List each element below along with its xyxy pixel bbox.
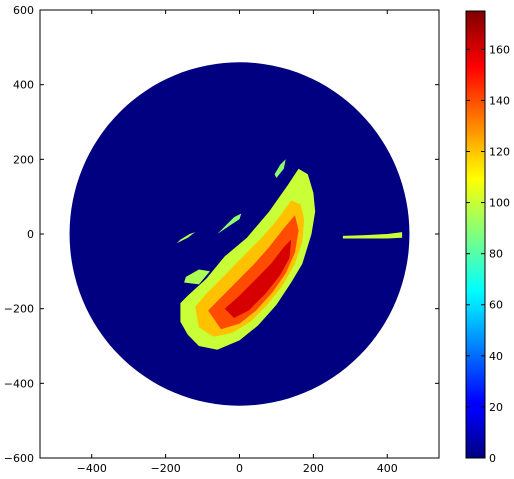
colorbar-tick-label: 20 bbox=[489, 401, 503, 414]
x-axis: −400 −200 0 200 400 bbox=[77, 10, 398, 475]
y-tick-label: −600 bbox=[4, 452, 34, 465]
x-tick-label: 200 bbox=[303, 462, 324, 475]
colorbar-tick-label: 40 bbox=[489, 350, 503, 363]
colorbar-ticks: 0 20 40 60 80 100 120 140 160 bbox=[466, 43, 510, 465]
colorbar-tick-label: 80 bbox=[489, 248, 503, 261]
y-tick-label: 400 bbox=[13, 79, 34, 92]
echo-region bbox=[224, 239, 292, 318]
colorbar-tick-label: 60 bbox=[489, 299, 503, 312]
colorbar-tick-label: 160 bbox=[489, 43, 510, 56]
colorbar: 0 20 40 60 80 100 120 140 160 bbox=[465, 10, 510, 465]
y-tick-label: 600 bbox=[13, 4, 34, 17]
echo-region bbox=[274, 159, 286, 178]
colorbar-tick-label: 120 bbox=[489, 145, 510, 158]
colorbar-gradient bbox=[465, 10, 486, 459]
y-tick-label: −200 bbox=[4, 303, 34, 316]
x-tick-label: −200 bbox=[151, 462, 181, 475]
x-tick-label: −400 bbox=[77, 462, 107, 475]
x-tick-label: 400 bbox=[377, 462, 398, 475]
y-axis: −600 −400 −200 0 200 400 600 bbox=[4, 4, 439, 465]
colorbar-tick-label: 100 bbox=[489, 197, 510, 210]
echo-region bbox=[208, 215, 299, 330]
echo-region bbox=[217, 213, 242, 234]
y-tick-label: 200 bbox=[13, 153, 34, 166]
colorbar-tick-label: 140 bbox=[489, 94, 510, 107]
echo-region bbox=[176, 232, 196, 244]
colorbar-tick-label: 0 bbox=[489, 452, 496, 465]
echo-region bbox=[184, 269, 210, 285]
y-tick-label: 0 bbox=[27, 228, 34, 241]
radar-range-disc bbox=[69, 62, 410, 406]
echo-region bbox=[342, 232, 403, 239]
x-tick-label: 0 bbox=[236, 462, 243, 475]
y-tick-label: −400 bbox=[4, 377, 34, 390]
radar-data-layer bbox=[69, 62, 410, 406]
echo-regions bbox=[176, 159, 403, 350]
